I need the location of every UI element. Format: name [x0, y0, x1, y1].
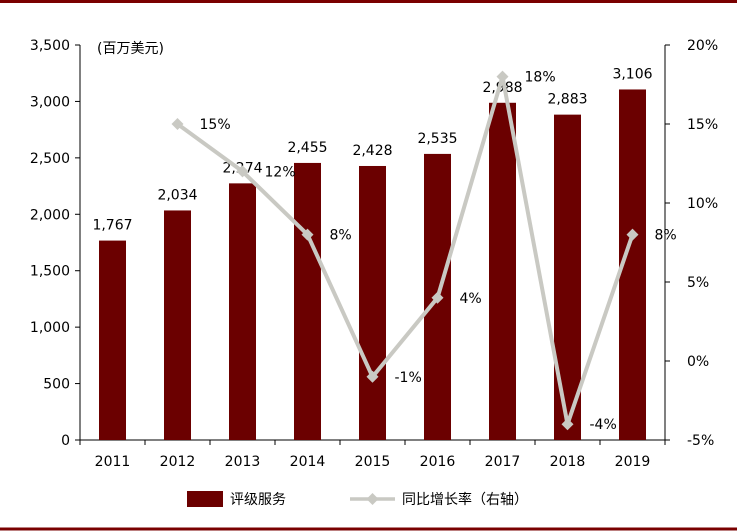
right-tick-label: -5%: [687, 433, 714, 449]
bar-value-label: 2,455: [287, 140, 327, 156]
legend-swatch-marker: [366, 493, 379, 505]
x-tick-label: 2014: [290, 454, 326, 470]
bar-value-label: 2,988: [482, 80, 522, 96]
bar: [99, 240, 126, 440]
x-tick-label: 2011: [95, 454, 131, 470]
x-tick-label: 2012: [160, 454, 196, 470]
line-marker: [171, 118, 184, 130]
left-tick-label: 3,500: [30, 38, 70, 54]
bar-value-label: 2,883: [547, 92, 587, 108]
unit-label: (百万美元): [97, 41, 164, 57]
growth-value-label: 18%: [525, 70, 556, 86]
growth-value-label: -4%: [590, 417, 617, 433]
left-tick-label: 2,000: [30, 207, 70, 223]
bar-value-label: 3,106: [612, 66, 652, 82]
x-tick-label: 2016: [420, 454, 456, 470]
bar-value-label: 2,535: [417, 131, 457, 147]
left-tick-label: 500: [43, 377, 70, 393]
bar-value-label: 2,034: [157, 187, 197, 203]
left-axis: 0 500 1,000 1,500 2,000 2,500 3,000 3,500: [30, 38, 81, 449]
bar-value-label: 1,767: [92, 218, 132, 234]
line-marker: [626, 228, 639, 241]
growth-line: [176, 74, 635, 427]
x-tick-label: 2017: [485, 454, 521, 470]
growth-value-label: 12%: [265, 164, 296, 180]
legend: 评级服务 同比增长率（右轴）: [187, 491, 528, 508]
x-tick-label: 2018: [550, 454, 586, 470]
x-axis: 2011 2012 2013 2014 2015 2016 2017 2018 2019: [79, 439, 666, 470]
right-tick-label: 20%: [687, 38, 718, 54]
line-data-labels: 15% 12% 8% -1% 4% 18% -4% 8%: [200, 70, 677, 434]
line-marker: [236, 165, 249, 178]
legend-label-bar: 评级服务: [230, 492, 286, 508]
left-tick-label: 0: [61, 433, 70, 449]
right-tick-label: 15%: [687, 117, 718, 133]
x-tick-label: 2015: [355, 454, 391, 470]
right-tick-label: 5%: [687, 275, 709, 291]
line-marker: [366, 370, 379, 383]
left-tick-label: 1,000: [30, 320, 70, 336]
growth-value-label: -1%: [395, 370, 422, 386]
x-tick-label: 2013: [225, 454, 261, 470]
left-tick-label: 1,500: [30, 264, 70, 280]
legend-swatch-bar: [187, 491, 223, 507]
growth-value-label: 4%: [460, 291, 482, 307]
line-marker: [301, 228, 314, 241]
line-series: [171, 70, 639, 431]
bar-data-labels: 1,7672,0342,2742,4552,4282,5352,9882,883…: [92, 66, 652, 233]
bar: [489, 102, 516, 440]
right-axis: -5% 0% 5% 10% 15% 20%: [664, 38, 718, 449]
growth-value-label: 8%: [655, 228, 677, 244]
bar-value-label: 2,428: [352, 143, 392, 159]
x-tick-label: 2019: [615, 454, 651, 470]
bar: [359, 165, 386, 441]
right-tick-label: 10%: [687, 196, 718, 212]
legend-label-line: 同比增长率（右轴）: [402, 491, 528, 508]
growth-value-label: 8%: [330, 228, 352, 244]
bar: [294, 162, 321, 440]
bar-series: [99, 89, 646, 441]
line-marker: [431, 291, 444, 304]
right-tick-label: 0%: [687, 354, 709, 370]
left-tick-label: 3,000: [30, 94, 70, 110]
bar: [164, 210, 191, 440]
bar: [229, 183, 256, 440]
line-marker: [561, 418, 574, 431]
growth-value-label: 15%: [200, 117, 231, 133]
line-marker: [496, 70, 509, 83]
left-tick-label: 2,500: [30, 151, 70, 167]
